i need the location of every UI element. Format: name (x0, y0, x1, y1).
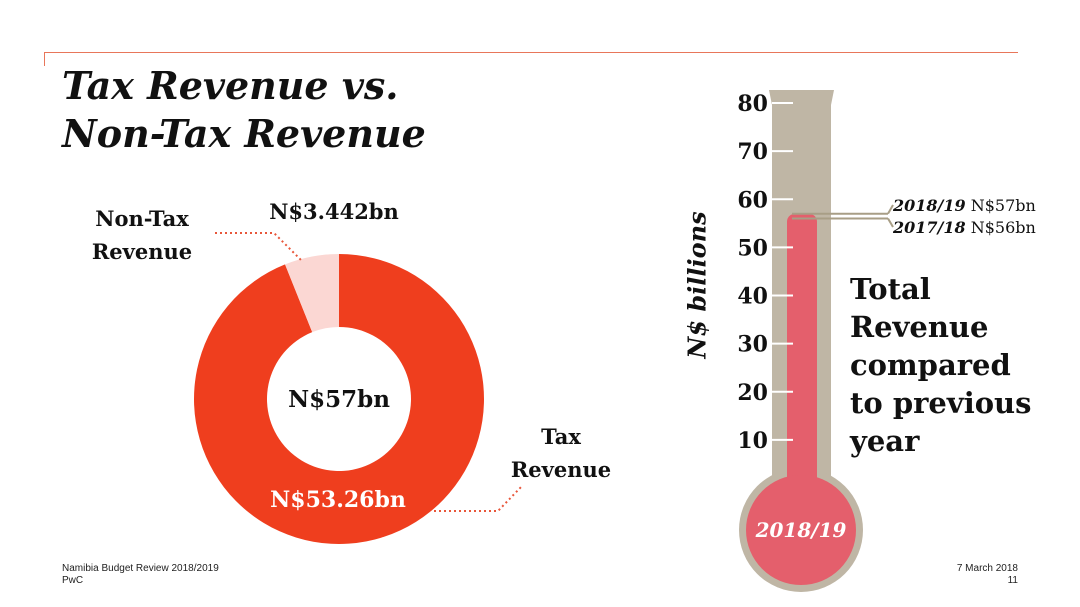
tax-category-label: Tax (541, 424, 581, 449)
y-tick-label: 10 (737, 428, 768, 454)
series-amount: N$56bn (966, 218, 1036, 237)
series-value-label: 2017/18 N$56bn (892, 218, 1036, 237)
tax-category-label: Revenue (511, 457, 611, 482)
donut-slice-tax (194, 254, 484, 544)
series-year: 2017/18 (892, 218, 966, 237)
annotation-line: Revenue (850, 310, 989, 344)
y-tick-label: 80 (737, 91, 768, 117)
tax-leader-line (434, 485, 523, 512)
non-tax-value-label: N$3.442bn (269, 199, 399, 224)
y-tick-label: 70 (737, 139, 768, 165)
non-tax-category-label: Revenue (92, 239, 192, 264)
y-tick-label: 30 (737, 332, 768, 358)
footer-company: PwC (62, 575, 84, 586)
footer-page-number: 11 (1007, 575, 1018, 586)
series-amount: N$57bn (966, 196, 1036, 215)
donut-slice-non-tax (285, 254, 339, 333)
tax-value-label: N$53.26bn (270, 487, 406, 513)
y-tick-label: 60 (737, 187, 768, 213)
donut-center-label: N$57bn (288, 386, 390, 413)
non-tax-category-label: Non-Tax (95, 206, 189, 231)
thermometer-y-axis-label: N$ billions (682, 211, 712, 359)
annotation-line: Total (850, 272, 931, 306)
series-reference-connector (887, 204, 894, 215)
non-tax-leader-line (215, 232, 304, 263)
thermometer-fill-column (787, 213, 817, 498)
annotation-line: year (850, 424, 920, 458)
series-value-label: 2018/19 N$57bn (892, 196, 1036, 215)
footer-source: Namibia Budget Review 2018/2019 PwC (62, 563, 219, 587)
series-reference-connector (887, 217, 894, 228)
page-title: Tax Revenue vs. Non-Tax Revenue (62, 62, 426, 158)
annotation-line: compared (850, 348, 1011, 382)
footer-report-name: Namibia Budget Review 2018/2019 (62, 563, 219, 574)
annotation-line: to previous (850, 386, 1032, 420)
donut-chart: N$57bn N$3.442bn N$53.26bn Non-Tax Revenue Ta… (92, 199, 611, 544)
footer-date: 7 March 2018 (956, 563, 1018, 574)
title-line-2: Non-Tax Revenue (62, 111, 426, 156)
top-rule (44, 52, 1018, 53)
footer-meta: 7 March 2018 11 (957, 563, 1018, 587)
series-year: 2018/19 (892, 196, 966, 215)
bulb-label: 2018/19 (755, 518, 847, 542)
y-tick-label: 50 (737, 235, 768, 261)
top-rule-tick (44, 52, 45, 66)
title-line-1: Tax Revenue vs. (62, 63, 399, 108)
thermometer-bulb (746, 475, 856, 585)
thermometer-annotation: Total Revenue compared to previous year (850, 270, 1031, 460)
y-tick-label: 20 (737, 380, 768, 406)
y-tick-label: 40 (737, 284, 768, 310)
